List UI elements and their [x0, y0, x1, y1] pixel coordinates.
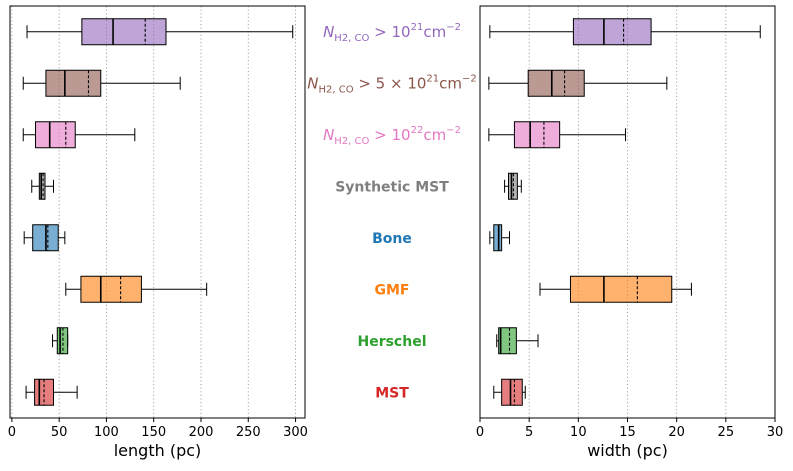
label-nh2-5e21: NH2, CO > 5 × 1021cm−2: [307, 73, 477, 95]
width-iqr-box: [572, 18, 652, 46]
width-iqr-box: [501, 378, 523, 406]
width-tick-label-15: 15: [619, 425, 636, 440]
width-tick-label-0: 0: [476, 425, 484, 440]
length-iqr-box: [35, 121, 76, 149]
label-synthetic-mst: Synthetic MST: [335, 179, 449, 195]
length-iqr-box: [81, 18, 167, 46]
length-tick-label-250: 250: [236, 425, 261, 440]
label-mst: MST: [375, 385, 409, 401]
length-tick-label-0: 0: [8, 425, 16, 440]
width-box-herschel: [496, 327, 539, 355]
label-bone: Bone: [372, 231, 412, 247]
length-box-synthetic-mst: [31, 172, 54, 200]
length-tick-label-150: 150: [141, 425, 166, 440]
length-axes-frame: [9, 5, 306, 419]
length-iqr-box: [45, 69, 102, 97]
width-tick-label-20: 20: [668, 425, 685, 440]
width-iqr-box: [498, 327, 517, 355]
width-box-mst: [493, 378, 526, 406]
width-box-nh2-1e22: [488, 121, 627, 149]
width-iqr-box: [527, 69, 585, 97]
width-iqr-box: [493, 224, 503, 252]
length-tick-label-300: 300: [283, 425, 308, 440]
width-tick-label-10: 10: [570, 425, 587, 440]
length-box-herschel: [52, 327, 69, 355]
width-axis-label: width (pc): [587, 441, 668, 460]
length-panel: 0 50 100 150 200 250 300 length (pc): [8, 5, 308, 460]
label-nh2-1e22: NH2, CO > 1022cm−2: [323, 125, 461, 147]
width-box-nh2-5e21: [488, 69, 668, 97]
width-box-gmf: [539, 275, 692, 303]
label-herschel: Herschel: [357, 334, 426, 350]
label-gmf: GMF: [375, 282, 410, 298]
width-box-nh2-1e21: [489, 18, 761, 46]
length-box-mst: [25, 378, 78, 406]
length-iqr-box: [80, 275, 142, 303]
length-tick-label-200: 200: [189, 425, 214, 440]
length-box-gmf: [65, 275, 208, 303]
width-box-synthetic-mst: [504, 172, 522, 200]
length-box-nh2-5e21: [22, 69, 181, 97]
width-panel: 0 5 10 15 20 25 30 width (pc): [476, 5, 784, 460]
width-tick-label-25: 25: [718, 425, 735, 440]
length-iqr-box: [38, 172, 46, 200]
label-nh2-1e21: NH2, CO > 1021cm−2: [323, 22, 461, 44]
length-tick-label-50: 50: [51, 425, 68, 440]
length-tick-label-100: 100: [94, 425, 119, 440]
width-tick-label-5: 5: [525, 425, 533, 440]
length-box-bone: [23, 224, 66, 252]
length-axis-label: length (pc): [114, 441, 202, 460]
length-box-nh2-1e21: [26, 18, 294, 46]
width-iqr-box: [513, 121, 561, 149]
width-iqr-box: [569, 275, 673, 303]
length-box-nh2-1e22: [22, 121, 136, 149]
category-labels: NH2, CO > 1021cm−2 NH2, CO > 5 × 1021cm−2…: [307, 22, 477, 402]
width-box-bone: [489, 224, 510, 252]
width-tick-label-30: 30: [767, 425, 784, 440]
